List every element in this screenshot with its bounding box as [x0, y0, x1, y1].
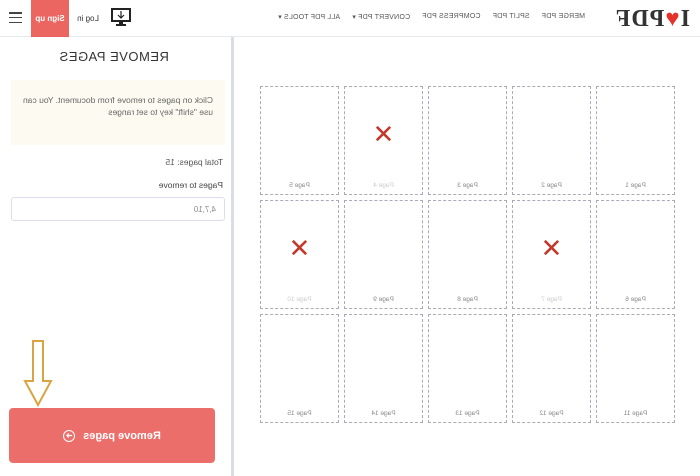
page-grid: Page 1 Page 2 Page 3 ✕ Page 4 Page 5 Page 6 ✕ Pa…: [260, 86, 675, 423]
remove-pages-button[interactable]: Remove pages ➜: [9, 408, 215, 463]
logo[interactable]: I♥PDF: [614, 6, 690, 32]
page-label: Page 14: [371, 410, 396, 417]
page-thumbnail[interactable]: Page 8: [428, 200, 507, 309]
nav-all-pdf-tools[interactable]: ALL PDF TOOLS ▾: [278, 14, 341, 21]
page-thumbnail[interactable]: Page 15: [260, 314, 339, 423]
page-label: Page 1: [625, 182, 646, 189]
page-grid-area: Page 1 Page 2 Page 3 ✕ Page 4 Page 5 Page 6 ✕ Pa…: [234, 37, 700, 476]
signup-button[interactable]: Sign up: [31, 0, 69, 37]
arrow-right-circle-icon: ➜: [63, 429, 76, 442]
header: I♥PDF MERGE PDF SPLIT PDF COMPRESS PDF C…: [0, 0, 700, 37]
remove-pages-label: Remove pages: [83, 429, 161, 442]
page-label: Page 3: [457, 182, 478, 189]
page-label: Page 4: [373, 182, 394, 189]
page-thumbnail[interactable]: Page 5: [260, 86, 339, 195]
page-thumbnail[interactable]: ✕ Page 10: [260, 200, 339, 309]
main-nav: MERGE PDF SPLIT PDF COMPRESS PDF CONVERT…: [278, 13, 585, 21]
page-preview: [349, 205, 418, 294]
remove-mark-icon: ✕: [372, 119, 395, 150]
page-thumbnail[interactable]: Page 6: [596, 200, 675, 309]
page-preview: [433, 91, 502, 180]
page-thumbnail[interactable]: Page 12: [512, 314, 591, 423]
page-thumbnail[interactable]: Page 2: [512, 86, 591, 195]
page-thumbnail[interactable]: Page 13: [428, 314, 507, 423]
page-thumbnail[interactable]: Page 11: [596, 314, 675, 423]
page-label: Page 8: [457, 296, 478, 303]
remove-mark-icon: ✕: [540, 233, 563, 264]
page-label: Page 6: [625, 296, 646, 303]
sidebar: REMOVE PAGES Click on pages to remove fr…: [0, 37, 234, 476]
desktop-download-icon[interactable]: [111, 7, 131, 27]
page-label: Page 15: [287, 410, 312, 417]
arrow-down-icon: [23, 340, 53, 407]
page-label: Page 7: [541, 296, 562, 303]
page-label: Page 5: [289, 182, 310, 189]
nav-merge-pdf[interactable]: MERGE PDF: [541, 13, 585, 20]
page-thumbnail[interactable]: Page 3: [428, 86, 507, 195]
page-thumbnail[interactable]: Page 1: [596, 86, 675, 195]
page-label: Page 12: [539, 410, 564, 417]
page-label: Page 11: [623, 410, 648, 417]
sidebar-title: REMOVE PAGES: [59, 49, 169, 64]
page-preview: [433, 319, 502, 408]
page-preview: [601, 205, 670, 294]
page-preview: [265, 319, 334, 408]
nav-compress-pdf[interactable]: COMPRESS PDF: [422, 13, 481, 20]
login-link[interactable]: Log in: [77, 14, 99, 23]
total-pages: Total pages: 15: [165, 157, 223, 167]
remove-mark-icon: ✕: [288, 233, 311, 264]
page-thumbnail[interactable]: Page 14: [344, 314, 423, 423]
page-label: Page 10: [287, 296, 312, 303]
page-preview: [517, 91, 586, 180]
page-preview: [433, 205, 502, 294]
page-label: Page 9: [373, 296, 394, 303]
nav-split-pdf[interactable]: SPLIT PDF: [492, 13, 530, 20]
pages-to-remove-input[interactable]: [11, 197, 225, 221]
page-thumbnail[interactable]: Page 9: [344, 200, 423, 309]
page-preview: [601, 91, 670, 180]
info-box: Click on pages to remove from document. …: [11, 80, 225, 145]
nav-convert-pdf[interactable]: CONVERT PDF ▾: [352, 14, 411, 21]
page-thumbnail[interactable]: ✕ Page 4: [344, 86, 423, 195]
page-thumbnail[interactable]: ✕ Page 7: [512, 200, 591, 309]
hamburger-menu-icon[interactable]: [9, 12, 22, 23]
page-preview: [601, 319, 670, 408]
page-preview: [265, 91, 334, 180]
page-label: Page 2: [541, 182, 562, 189]
pages-to-remove-label: Pages to remove: [158, 180, 223, 190]
page-preview: [349, 319, 418, 408]
page-label: Page 13: [455, 410, 480, 417]
page-preview: [517, 319, 586, 408]
